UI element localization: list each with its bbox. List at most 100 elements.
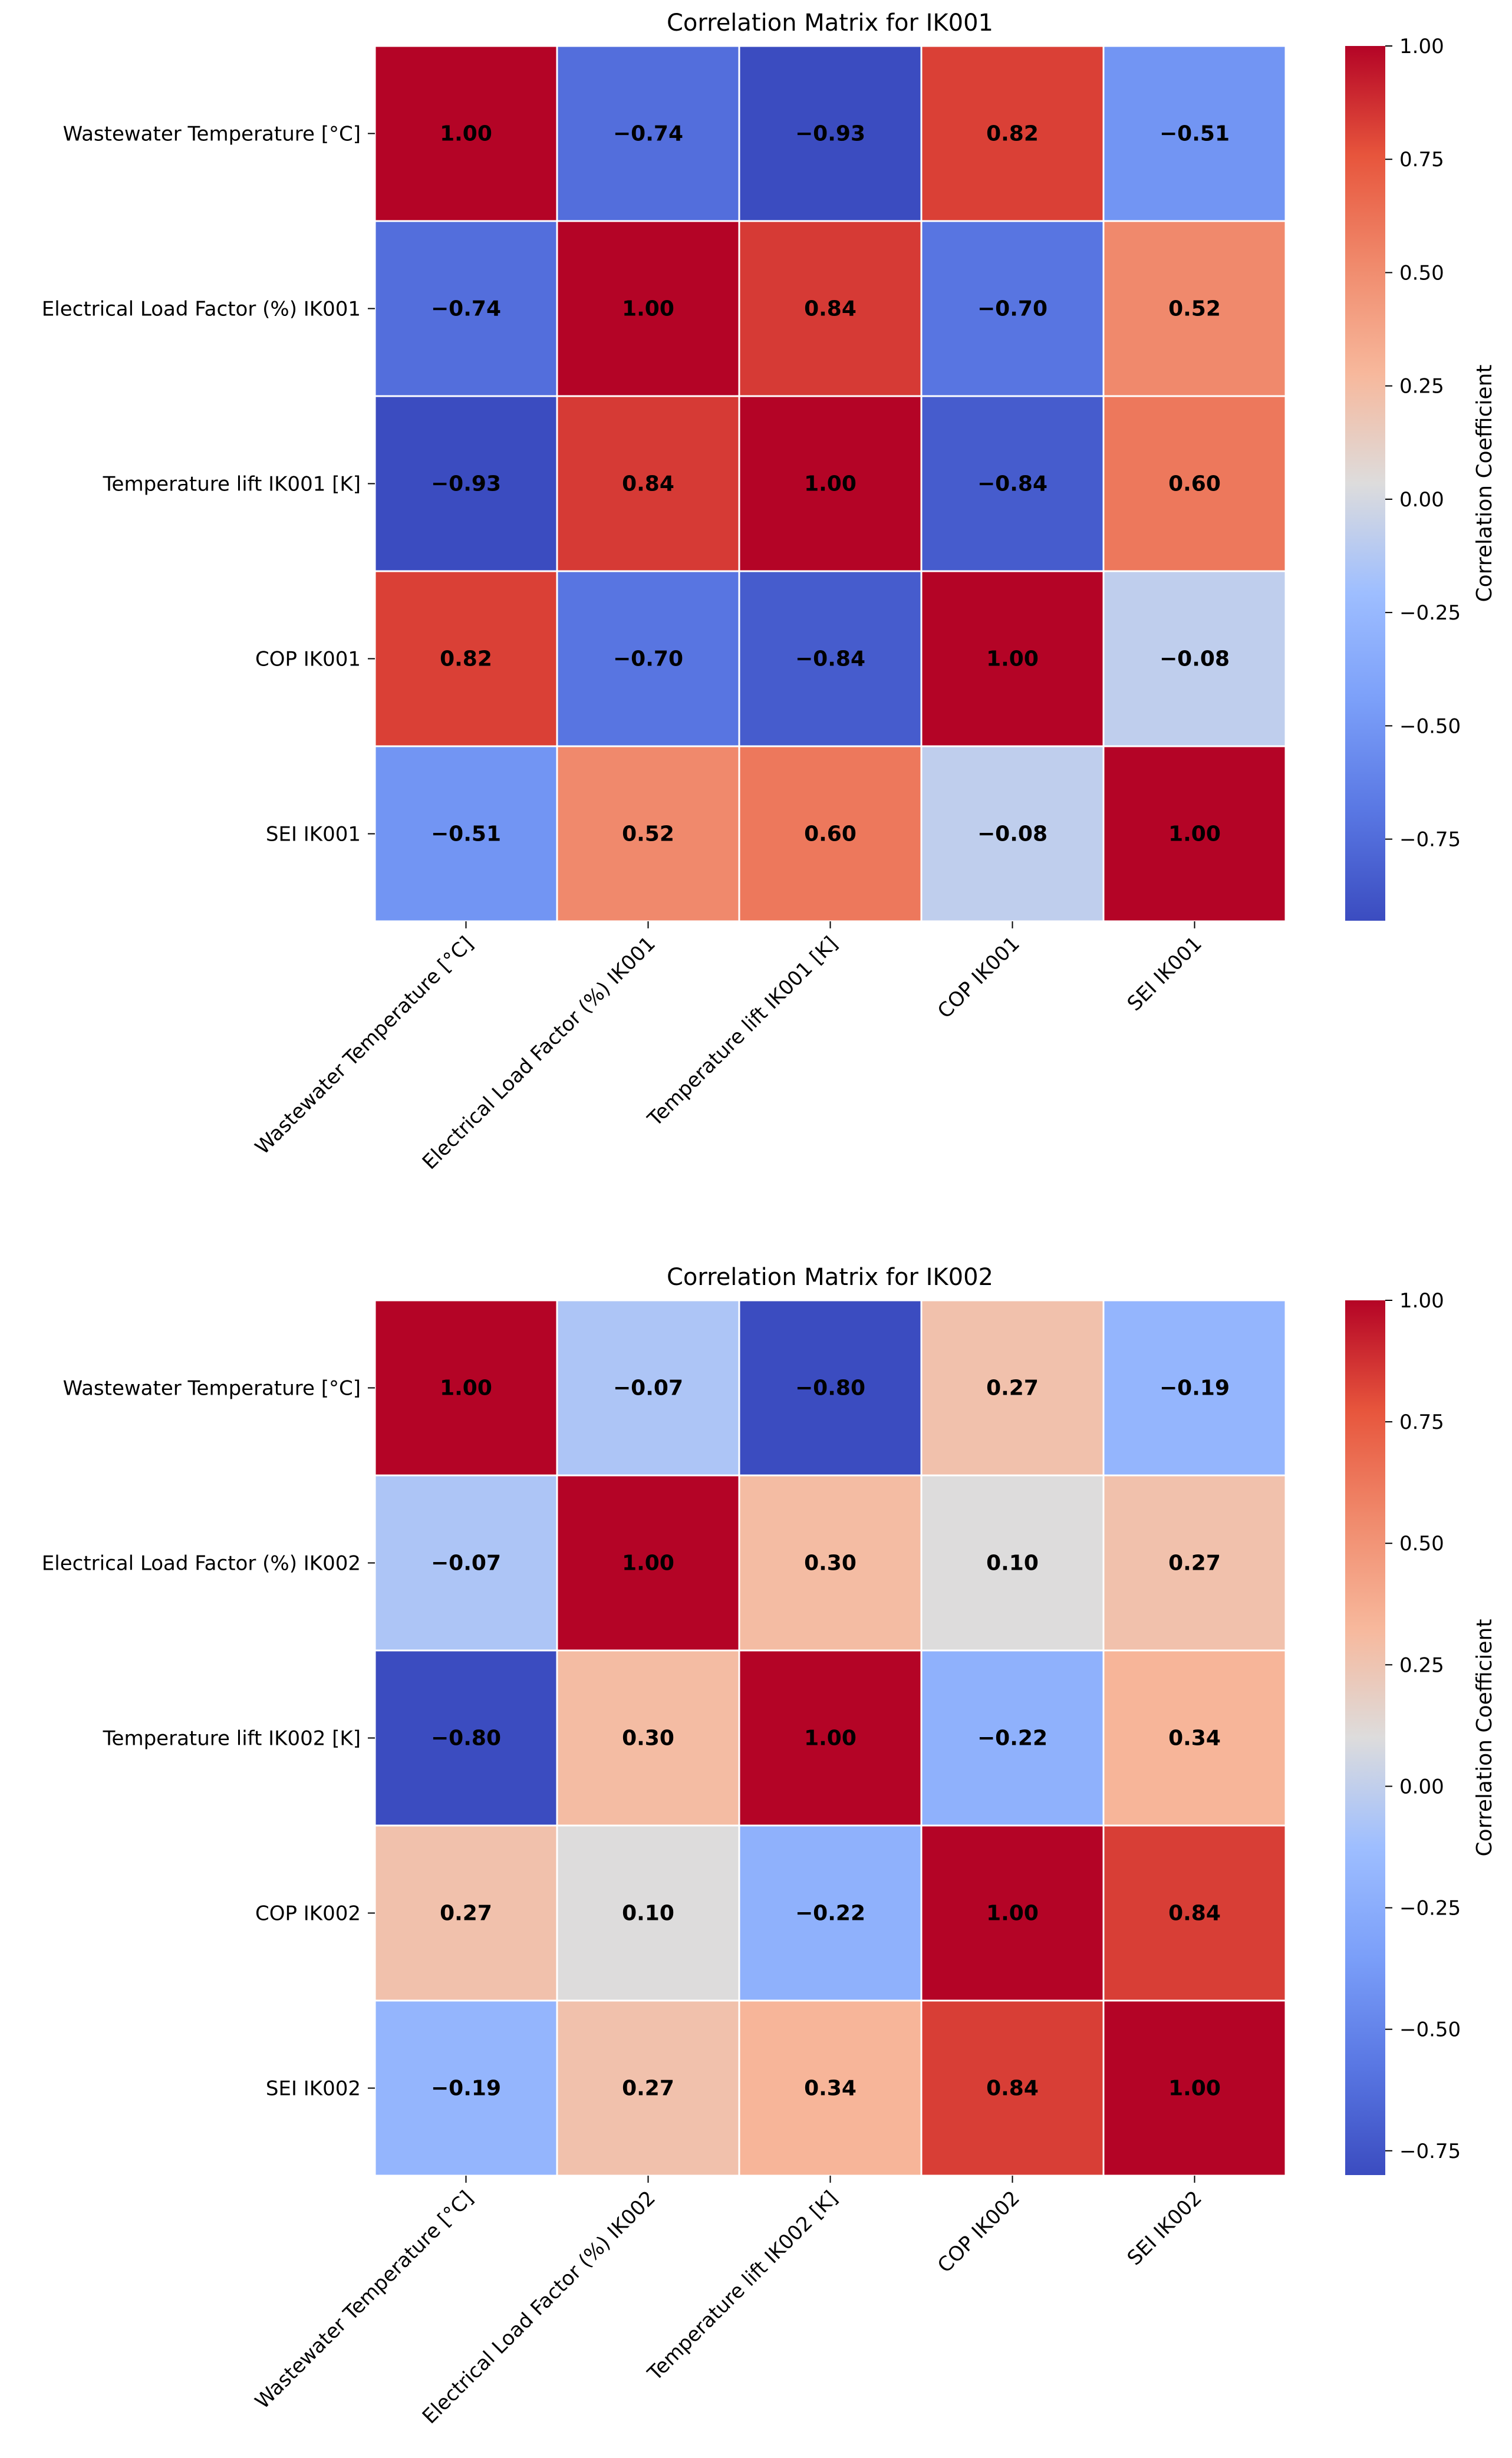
heatmap-cell bbox=[920, 1824, 1105, 2002]
cell-value-label: 0.27 bbox=[622, 2077, 674, 2101]
cell-value-label: 0.27 bbox=[440, 1902, 492, 1926]
cell-value-label: 1.00 bbox=[1168, 822, 1221, 846]
heatmap-cell bbox=[920, 1299, 1105, 1477]
column-label: SEI IK002 bbox=[1123, 2186, 1207, 2270]
cell-value-label: 0.27 bbox=[986, 1376, 1039, 1401]
heatmap-cell bbox=[1102, 1299, 1287, 1477]
colorbar-tick-label: −0.25 bbox=[1399, 601, 1461, 625]
heatmap-cell bbox=[738, 395, 923, 572]
cell-value-label: 0.52 bbox=[1168, 297, 1221, 321]
cell-value-label: −0.93 bbox=[431, 472, 501, 496]
heatmap-cell bbox=[374, 220, 558, 397]
column-label: COP IK002 bbox=[933, 2186, 1025, 2278]
row-label: COP IK001 bbox=[255, 648, 361, 671]
cell-value-label: 1.00 bbox=[622, 1551, 674, 1576]
colorbar-tick-label: 0.50 bbox=[1399, 261, 1444, 285]
cell-value-label: −0.84 bbox=[977, 472, 1047, 496]
row-label: Temperature lift IK001 [K] bbox=[103, 473, 361, 496]
colorbar-gradient bbox=[1345, 46, 1385, 921]
cell-value-label: −0.93 bbox=[795, 122, 865, 146]
colorbar: 1.00 0.75 0.50 0.25 0.00 −0.25 −0.50 −0.75 Corr… bbox=[1345, 1289, 1497, 2175]
heatmap-cell bbox=[920, 570, 1105, 747]
cell-value-label: 0.34 bbox=[804, 2077, 857, 2101]
cell-value-label: 1.00 bbox=[1168, 2077, 1221, 2101]
colorbar-ticks: 1.00 0.75 0.50 0.25 0.00 −0.25 −0.50 −0.75 bbox=[1385, 35, 1461, 852]
row-label: Wastewater Temperature [°C] bbox=[63, 1377, 361, 1401]
cell-value-label: 0.84 bbox=[622, 472, 674, 496]
cell-value-label: 0.30 bbox=[804, 1551, 857, 1576]
column-label: SEI IK001 bbox=[1123, 932, 1207, 1016]
row-label: SEI IK002 bbox=[266, 2077, 361, 2101]
heatmap-cells: 1.00 −0.07 −0.80 0.27 −0.19 −0.07 1.00 0.30 0.10… bbox=[374, 1299, 1287, 2177]
cell-value-label: 1.00 bbox=[440, 1376, 492, 1401]
colorbar-tick-label: −0.75 bbox=[1399, 828, 1461, 852]
column-label: Temperature lift IK002 [K] bbox=[643, 2186, 842, 2385]
heatmap-cell bbox=[920, 45, 1105, 222]
colorbar-tick-label: 1.00 bbox=[1399, 1289, 1444, 1313]
row-label: Electrical Load Factor (%) IK002 bbox=[42, 1552, 361, 1576]
row-labels: Wastewater Temperature [°C] Electrical Lo… bbox=[42, 1377, 375, 2101]
heatmap-cell bbox=[374, 1999, 558, 2177]
chart-title: Correlation Matrix for IK001 bbox=[667, 9, 993, 37]
column-label: COP IK001 bbox=[933, 932, 1025, 1023]
colorbar-tick-label: 0.50 bbox=[1399, 1532, 1444, 1556]
colorbar-label: Correlation Coefficient bbox=[1473, 1619, 1497, 1857]
heatmap-cell bbox=[1102, 220, 1287, 397]
cell-value-label: −0.19 bbox=[1159, 1376, 1230, 1401]
heatmap-cell bbox=[1102, 570, 1287, 747]
cell-value-label: 1.00 bbox=[622, 297, 674, 321]
row-label: Electrical Load Factor (%) IK001 bbox=[42, 298, 361, 321]
colorbar-tick-label: −0.50 bbox=[1399, 714, 1461, 738]
cell-value-label: 1.00 bbox=[986, 1902, 1039, 1926]
cell-value-label: 0.84 bbox=[986, 2077, 1039, 2101]
heatmap-cell bbox=[556, 745, 740, 922]
cell-value-label: 1.00 bbox=[986, 647, 1039, 671]
heatmap-panel-ik001: Correlation Matrix for IK001 1.00 −0.74 −0… bbox=[42, 9, 1497, 1174]
row-label: Temperature lift IK002 [K] bbox=[103, 1727, 361, 1751]
colorbar-tick-label: 0.75 bbox=[1399, 1411, 1444, 1434]
cell-value-label: −0.80 bbox=[795, 1376, 865, 1401]
cell-value-label: 0.82 bbox=[440, 647, 492, 671]
cell-value-label: 1.00 bbox=[804, 472, 857, 496]
cell-value-label: −0.19 bbox=[431, 2077, 501, 2101]
cell-value-label: −0.51 bbox=[431, 822, 501, 846]
heatmap-cell bbox=[1102, 395, 1287, 572]
heatmap-cell bbox=[738, 45, 923, 222]
colorbar-tick-label: 0.00 bbox=[1399, 488, 1444, 512]
heatmap-cell bbox=[1102, 1649, 1287, 1827]
cell-value-label: 0.84 bbox=[1168, 1902, 1221, 1926]
colorbar-ticks: 1.00 0.75 0.50 0.25 0.00 −0.25 −0.50 −0.75 bbox=[1385, 1289, 1461, 2163]
colorbar: 1.00 0.75 0.50 0.25 0.00 −0.25 −0.50 −0.75 Corr… bbox=[1345, 35, 1497, 921]
chart-title: Correlation Matrix for IK002 bbox=[667, 1264, 993, 1291]
cell-value-label: 0.10 bbox=[622, 1902, 674, 1926]
heatmap-cell bbox=[738, 1824, 923, 2002]
row-label: Wastewater Temperature [°C] bbox=[63, 123, 361, 146]
colorbar-gradient bbox=[1345, 1300, 1385, 2175]
heatmap-cell bbox=[920, 1999, 1105, 2177]
cell-value-label: 0.52 bbox=[622, 822, 674, 846]
colorbar-tick-label: 0.75 bbox=[1399, 148, 1444, 172]
heatmap-cell bbox=[556, 1474, 740, 1652]
heatmap-cell bbox=[556, 570, 740, 747]
heatmap-cell bbox=[556, 1649, 740, 1827]
colorbar-label: Correlation Coefficient bbox=[1473, 365, 1497, 602]
cell-value-label: 0.60 bbox=[804, 822, 857, 846]
colorbar-tick-label: 0.00 bbox=[1399, 1775, 1444, 1798]
heatmap-cell bbox=[1102, 745, 1287, 922]
cell-value-label: 0.34 bbox=[1168, 1726, 1221, 1751]
heatmap-cell bbox=[374, 45, 558, 222]
heatmap-cell bbox=[556, 1824, 740, 2002]
cell-value-label: −0.22 bbox=[977, 1726, 1047, 1751]
colorbar-tick-label: −0.50 bbox=[1399, 2018, 1461, 2042]
cell-value-label: −0.07 bbox=[431, 1551, 501, 1576]
colorbar-tick-label: −0.75 bbox=[1399, 2140, 1461, 2163]
cell-value-label: 0.82 bbox=[986, 122, 1039, 146]
column-label: Wastewater Temperature [°C] bbox=[251, 932, 478, 1159]
heatmap-cell bbox=[556, 395, 740, 572]
cell-value-label: −0.80 bbox=[431, 1726, 501, 1751]
cell-value-label: 1.00 bbox=[440, 122, 492, 146]
column-labels: Wastewater Temperature [°C]Electrical Lo… bbox=[251, 921, 1207, 1174]
heatmap-cell bbox=[1102, 1474, 1287, 1652]
column-labels: Wastewater Temperature [°C]Electrical Lo… bbox=[251, 2176, 1207, 2429]
